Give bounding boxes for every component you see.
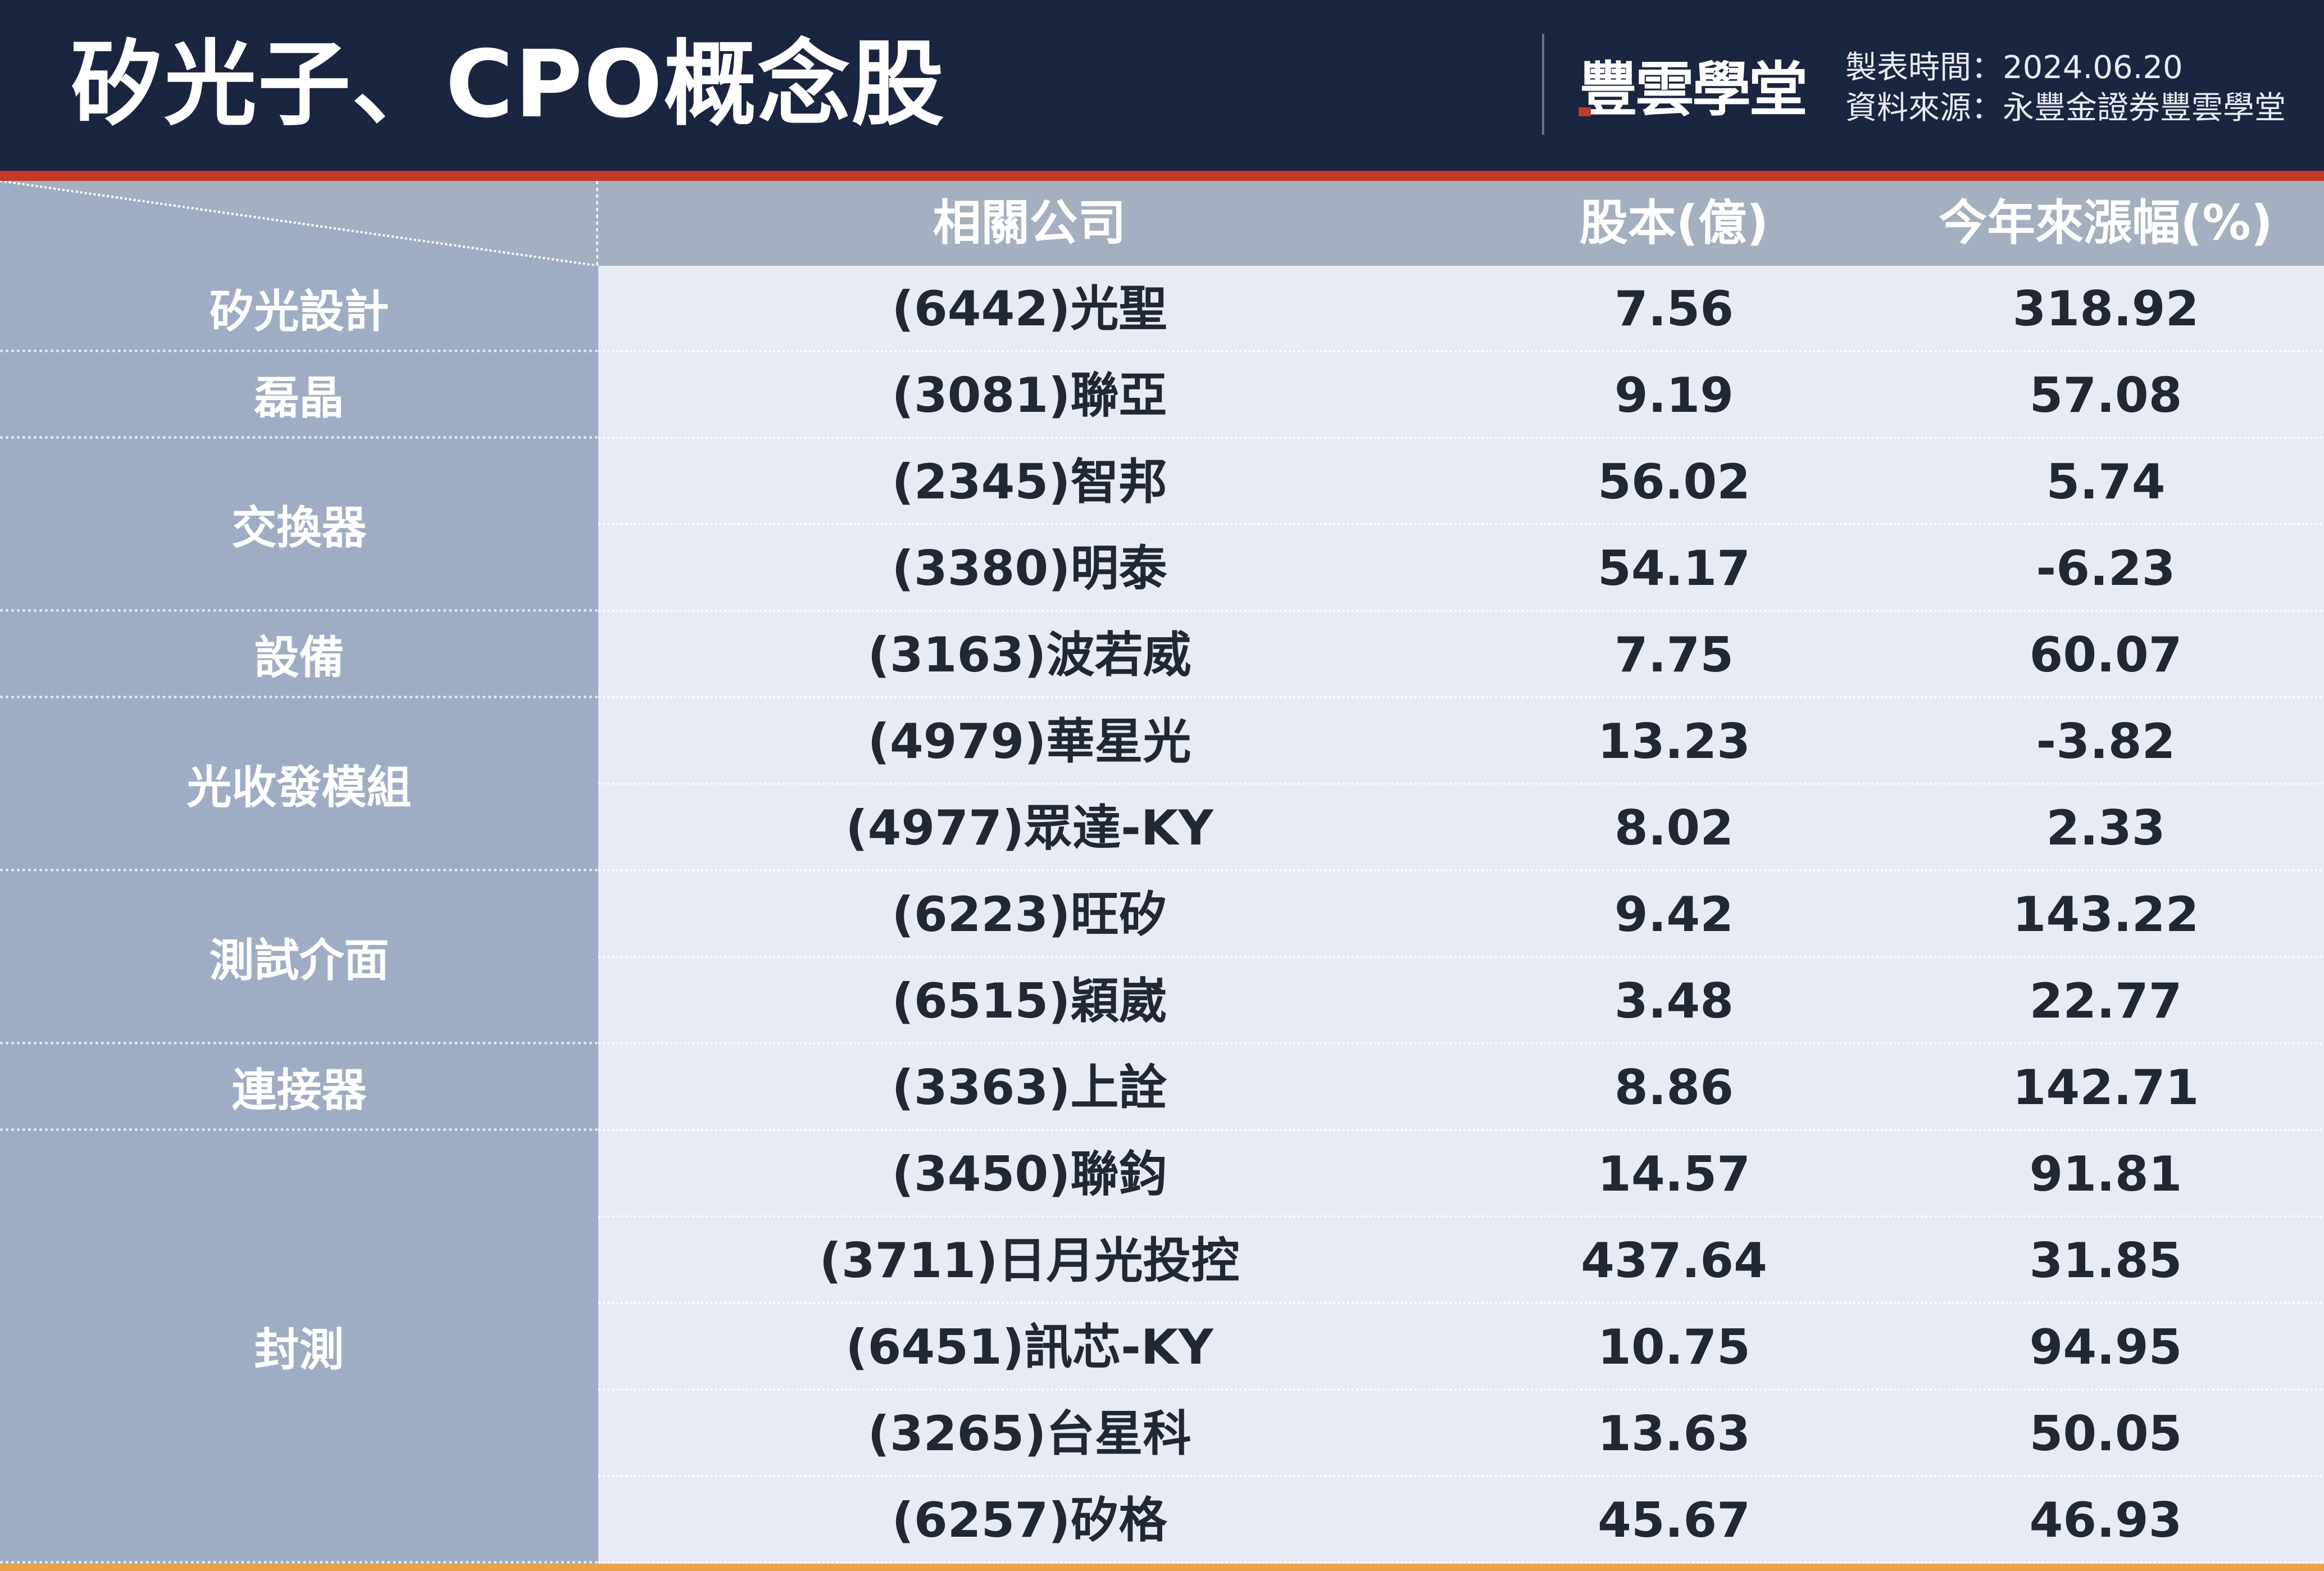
company-cell: (6223)旺矽: [892, 887, 1167, 943]
capital-cell: 9.19: [1614, 367, 1734, 424]
capital-cell: 437.64: [1581, 1233, 1767, 1289]
capital-cell: 13.23: [1597, 714, 1751, 770]
category-label: 設備: [0, 612, 598, 698]
change-cell: 94.95: [2029, 1319, 2182, 1375]
capital-cell: 56.02: [1597, 454, 1751, 510]
capital-cell: 3.48: [1614, 973, 1734, 1029]
table-row: (6442)光聖 7.56 318.92: [598, 266, 2324, 352]
brand-logo: 豐雲學堂: [1579, 53, 1808, 126]
source-label: 資料來源：: [1845, 90, 2003, 126]
capital-cell: 10.75: [1597, 1319, 1751, 1375]
change-cell: 2.33: [2046, 800, 2166, 856]
change-cell: -6.23: [2036, 541, 2176, 597]
change-cell: 50.05: [2029, 1406, 2182, 1462]
table-row: (3265)台星科 13.63 50.05: [598, 1391, 2324, 1477]
company-cell: (3163)波若威: [867, 627, 1191, 683]
company-cell: (4979)華星光: [867, 714, 1191, 770]
table-row: (4977)眾達-KY 8.02 2.33: [598, 785, 2324, 871]
column-header-change: 今年來漲幅(%): [1939, 195, 2273, 251]
company-cell: (6257)矽格: [892, 1492, 1167, 1549]
company-cell: (6515)穎崴: [892, 973, 1167, 1029]
capital-cell: 9.42: [1614, 887, 1734, 943]
category-label: 交換器: [0, 439, 598, 612]
category-label: 連接器: [0, 1045, 598, 1131]
category-label: 矽光設計: [0, 266, 598, 352]
bottom-bar: [0, 1564, 2324, 1571]
change-cell: 22.77: [2029, 973, 2182, 1029]
table-row: (3711)日月光投控 437.64 31.85: [598, 1218, 2324, 1304]
table-row: (3450)聯鈞 14.57 91.81: [598, 1131, 2324, 1218]
accent-bar: [0, 171, 2324, 181]
page-title: 矽光子、CPO概念股: [70, 30, 945, 138]
category-label: 磊晶: [0, 352, 598, 439]
capital-cell: 54.17: [1597, 541, 1751, 597]
change-cell: 46.93: [2029, 1492, 2182, 1549]
table-row: (3363)上詮 8.86 142.71: [598, 1045, 2324, 1131]
change-cell: 91.81: [2029, 1146, 2182, 1202]
capital-cell: 13.63: [1597, 1406, 1751, 1462]
corner-diagonal: [0, 181, 598, 266]
company-cell: (3380)明泰: [892, 541, 1167, 597]
category-column: 矽光設計 磊晶 交換器 設備 光收發模組 測試介面 連接器 封測: [0, 266, 598, 1564]
table-row: (6257)矽格 45.67 46.93: [598, 1477, 2324, 1564]
meta-info: 製表時間：2024.06.20 資料來源：永豐金證券豐雲學堂: [1845, 48, 2286, 129]
change-cell: 318.92: [2012, 281, 2199, 337]
company-cell: (6442)光聖: [892, 281, 1167, 337]
capital-cell: 7.75: [1614, 627, 1734, 683]
capital-cell: 45.67: [1597, 1492, 1751, 1549]
header-banner: 矽光子、CPO概念股 豐雲學堂 製表時間：2024.06.20 資料來源：永豐金…: [0, 0, 2324, 171]
made-date: 2024.06.20: [2003, 49, 2183, 86]
capital-cell: 7.56: [1614, 281, 1734, 337]
table-row: (4979)華星光 13.23 -3.82: [598, 698, 2324, 785]
category-label: 光收發模組: [0, 698, 598, 871]
column-header-company: 相關公司: [933, 195, 1126, 251]
category-label: 測試介面: [0, 871, 598, 1045]
company-cell: (3265)台星科: [867, 1406, 1191, 1462]
table-row: (6451)訊芯-KY 10.75 94.95: [598, 1304, 2324, 1391]
company-cell: (3363)上詮: [892, 1060, 1167, 1116]
table-row: (3163)波若威 7.75 60.07: [598, 612, 2324, 698]
capital-cell: 14.57: [1597, 1146, 1751, 1202]
change-cell: 5.74: [2046, 454, 2166, 510]
company-cell: (6451)訊芯-KY: [845, 1319, 1213, 1375]
company-cell: (4977)眾達-KY: [845, 800, 1213, 856]
source-value: 永豐金證券豐雲學堂: [2003, 90, 2286, 126]
change-cell: 143.22: [2012, 887, 2199, 943]
company-cell: (3711)日月光投控: [819, 1233, 1240, 1289]
change-cell: -3.82: [2036, 714, 2176, 770]
table-row: (6515)穎崴 3.48 22.77: [598, 958, 2324, 1045]
column-header-capital: 股本(億): [1579, 195, 1769, 251]
change-cell: 57.08: [2029, 367, 2182, 424]
table-row: (3380)明泰 54.17 -6.23: [598, 525, 2324, 612]
table-row: (6223)旺矽 9.42 143.22: [598, 871, 2324, 958]
change-cell: 60.07: [2029, 627, 2182, 683]
capital-cell: 8.02: [1614, 800, 1734, 856]
table-row: (3081)聯亞 9.19 57.08: [598, 352, 2324, 439]
company-cell: (3081)聯亞: [892, 367, 1167, 424]
capital-cell: 8.86: [1614, 1060, 1734, 1116]
table-row: (2345)智邦 56.02 5.74: [598, 439, 2324, 525]
made-label: 製表時間：: [1845, 49, 2003, 86]
divider: [1542, 34, 1544, 135]
company-cell: (3450)聯鈞: [892, 1146, 1167, 1202]
company-cell: (2345)智邦: [892, 454, 1167, 510]
category-label: 封測: [0, 1131, 598, 1564]
change-cell: 142.71: [2012, 1060, 2199, 1116]
change-cell: 31.85: [2029, 1233, 2182, 1289]
